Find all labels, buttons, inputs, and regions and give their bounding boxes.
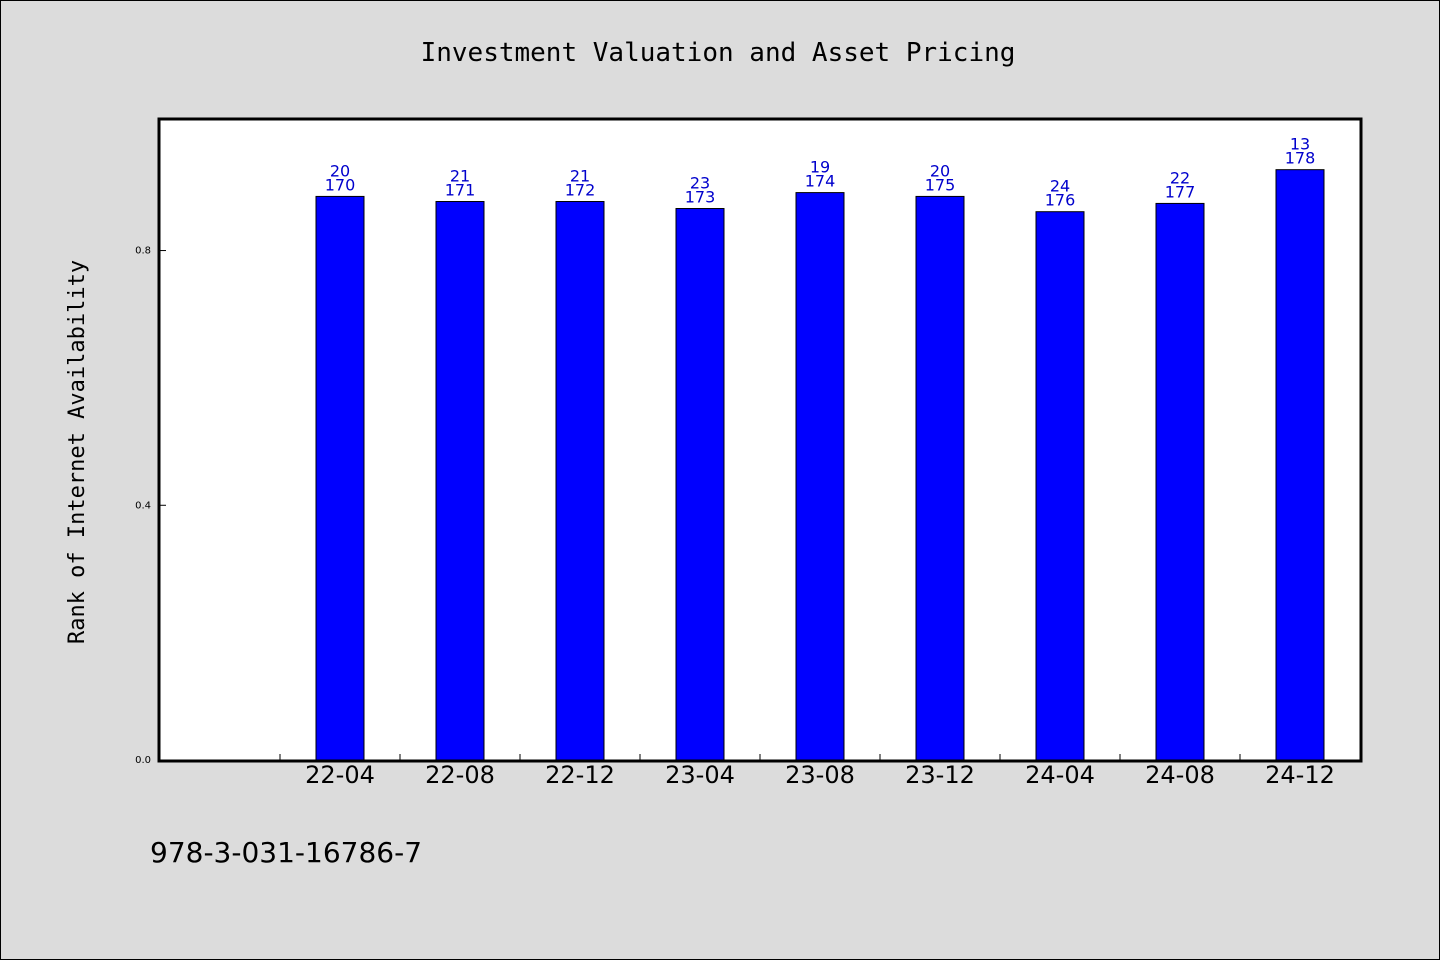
data-label-top: 24 xyxy=(1050,177,1070,196)
x-tick-label: 24-08 xyxy=(1145,761,1215,789)
data-label-top: 22 xyxy=(1170,168,1190,187)
chart-title: Investment Valuation and Asset Pricing xyxy=(421,38,1016,68)
x-tick-label: 22-12 xyxy=(545,761,615,789)
data-label-top: 20 xyxy=(930,161,950,180)
x-tick-label: 23-04 xyxy=(665,761,735,789)
data-label-bottom: 174 xyxy=(805,172,836,191)
data-label-bottom: 170 xyxy=(325,175,356,194)
data-label-bottom: 171 xyxy=(445,181,476,200)
bar-24-12 xyxy=(1275,169,1325,761)
data-label-bottom: 178 xyxy=(1285,149,1316,168)
x-tick-label: 24-04 xyxy=(1025,761,1095,789)
data-label-bottom: 173 xyxy=(685,188,716,207)
x-tick-label: 22-08 xyxy=(425,761,495,789)
bar-23-12 xyxy=(915,195,965,761)
y-axis-label: Rank of Internet Availability xyxy=(65,260,90,644)
y-tick-label: 0.0 xyxy=(135,755,151,766)
y-tick-label: 0.8 xyxy=(135,246,151,257)
bar-22-08 xyxy=(435,201,485,761)
data-label-bottom: 177 xyxy=(1165,182,1196,201)
bar-22-12 xyxy=(555,201,605,761)
bar-23-08 xyxy=(795,192,845,761)
x-tick-label: 24-12 xyxy=(1265,761,1335,789)
data-label-top: 21 xyxy=(450,167,470,186)
x-axis: 22-04 22-08 22-12 23-04 23-08 23-12 24-04 24-08… xyxy=(279,754,1335,789)
bar-23-04 xyxy=(675,208,725,761)
bar-22-04 xyxy=(315,195,365,761)
bar-24-08 xyxy=(1155,202,1205,761)
bar-24-04 xyxy=(1035,211,1085,761)
data-label-top: 19 xyxy=(810,158,830,177)
data-label-bottom: 176 xyxy=(1045,191,1076,210)
data-label-bottom: 172 xyxy=(565,181,596,200)
data-label-bottom: 175 xyxy=(925,175,956,194)
data-label-top: 23 xyxy=(690,174,710,193)
isbn-footer: 978-3-031-16786-7 xyxy=(150,836,422,869)
x-tick-label: 22-04 xyxy=(305,761,375,789)
x-tick-label: 23-12 xyxy=(905,761,975,789)
y-tick-label: 0.4 xyxy=(135,500,151,511)
data-label-top: 21 xyxy=(570,167,590,186)
data-label-top: 20 xyxy=(330,161,350,180)
bars-group xyxy=(315,169,1325,761)
data-label-top: 13 xyxy=(1290,135,1310,154)
x-tick-label: 23-08 xyxy=(785,761,855,789)
y-axis: 0.0 0.4 0.8 xyxy=(135,246,166,766)
